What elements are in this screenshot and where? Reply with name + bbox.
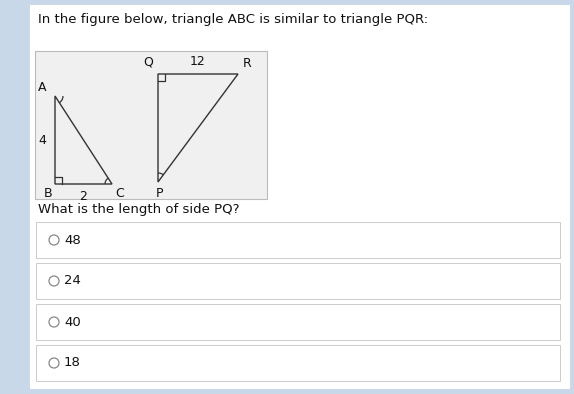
- Bar: [36, 222, 560, 258]
- Text: 40: 40: [64, 316, 81, 329]
- Text: Q: Q: [143, 55, 153, 68]
- Text: 48: 48: [64, 234, 81, 247]
- Text: R: R: [243, 57, 252, 70]
- Text: 12: 12: [190, 55, 206, 68]
- Bar: [36, 304, 560, 340]
- Text: P: P: [156, 187, 164, 200]
- Text: 18: 18: [64, 357, 81, 370]
- Text: 4: 4: [38, 134, 46, 147]
- Text: 24: 24: [64, 275, 81, 288]
- Text: 2: 2: [80, 190, 87, 203]
- Text: C: C: [115, 187, 124, 200]
- Text: In the figure below, triangle ABC is similar to triangle PQR:: In the figure below, triangle ABC is sim…: [38, 13, 428, 26]
- Text: A: A: [37, 81, 46, 94]
- Bar: [36, 263, 560, 299]
- Text: What is the length of side PQ?: What is the length of side PQ?: [38, 203, 239, 216]
- Bar: [35, 51, 267, 199]
- Text: B: B: [44, 187, 52, 200]
- Bar: [36, 345, 560, 381]
